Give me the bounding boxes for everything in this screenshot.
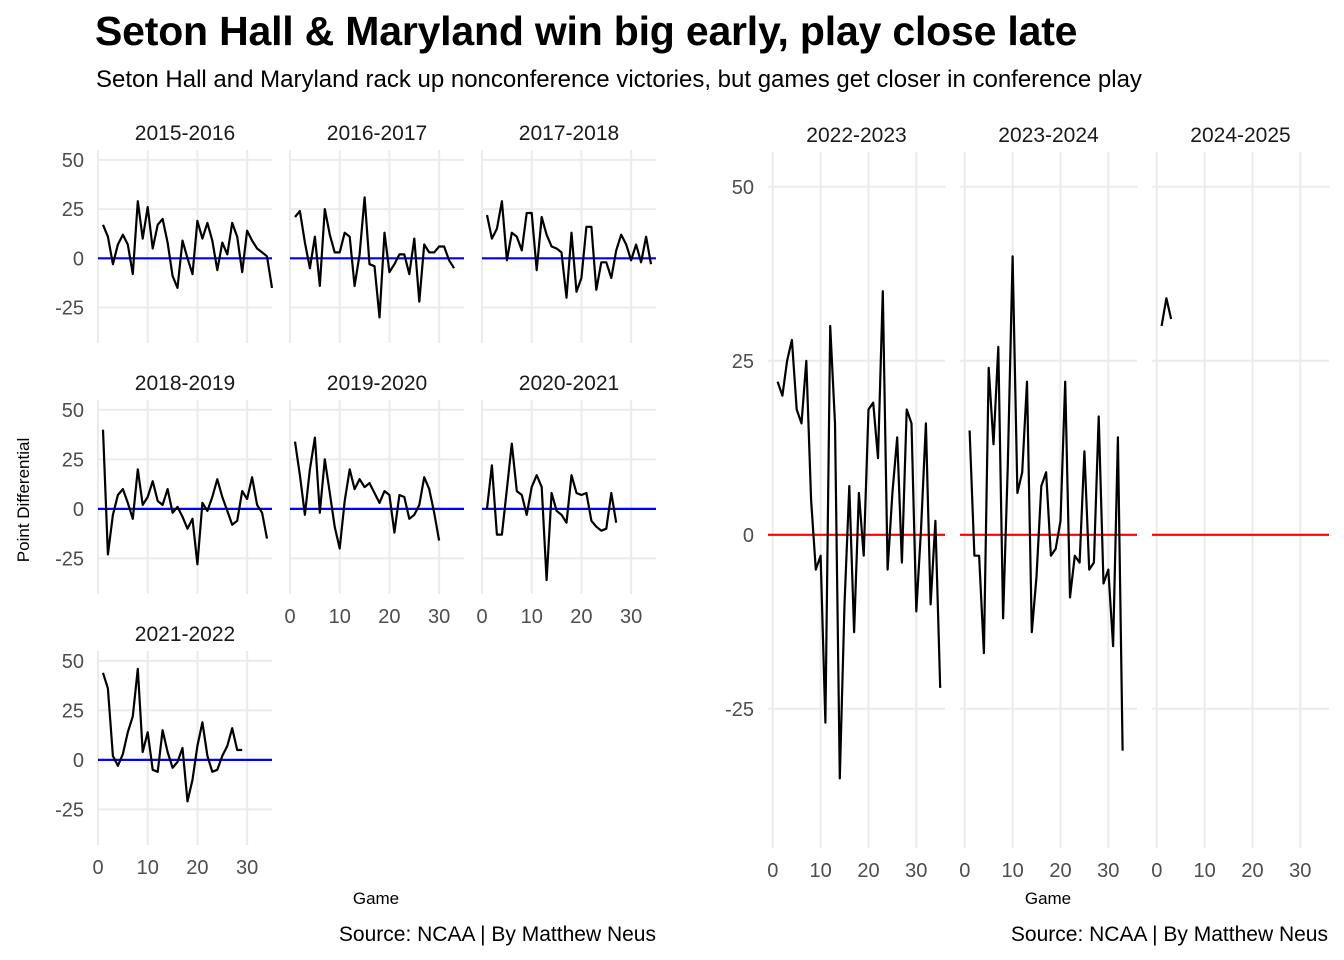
facet-label: 2024-2025: [1190, 124, 1290, 147]
facet-panel-2022-2023: [768, 152, 945, 848]
facet-label: 2021-2022: [135, 623, 235, 646]
x-tick-label: 0: [476, 606, 487, 628]
y-tick-label: 50: [62, 651, 84, 673]
facet-panel-2019-2020: [289, 400, 464, 594]
x-tick-label: 30: [905, 860, 927, 882]
facet-panel-2021-2022: [97, 651, 272, 845]
x-tick-label: 10: [1193, 860, 1215, 882]
series-line-2022-2023: [776, 290, 942, 780]
facet-label: 2017-2018: [519, 122, 619, 145]
y-tick-label: 25: [62, 449, 84, 471]
facet-label: 2019-2020: [327, 372, 427, 395]
series-line-2023-2024: [968, 255, 1124, 751]
x-tick-label: 10: [137, 857, 159, 879]
y-tick-label: 0: [73, 499, 84, 521]
y-tick-label: 25: [732, 351, 754, 373]
x-tick-label: 30: [428, 606, 450, 628]
y-tick-label: -25: [725, 699, 754, 721]
y-tick-label: 25: [62, 700, 84, 722]
x-tick-label: 30: [1289, 860, 1311, 882]
x-tick-label: 20: [857, 860, 879, 882]
series-line-2018-2019: [101, 429, 269, 566]
x-tick-label: 20: [1049, 860, 1071, 882]
facet-label: 2015-2016: [135, 122, 235, 145]
x-tick-label: 0: [959, 860, 970, 882]
facet-label: 2023-2024: [998, 124, 1099, 147]
x-tick-label: 0: [92, 857, 103, 879]
y-tick-label: -25: [55, 298, 84, 320]
x-tick-label: 20: [570, 606, 592, 628]
facet-label: 2018-2019: [135, 372, 235, 395]
facet-label: 2016-2017: [327, 122, 427, 145]
y-tick-label: 50: [732, 177, 754, 199]
source-caption: Source: NCAA | By Matthew Neus: [1011, 923, 1328, 946]
facet-panel-2020-2021: [481, 400, 656, 594]
series-line-2017-2018: [485, 200, 653, 299]
y-tick-label: 25: [62, 199, 84, 221]
y-tick-label: 50: [62, 400, 84, 422]
series-line-2021-2022: [101, 667, 243, 803]
y-tick-label: -25: [55, 548, 84, 570]
x-tick-label: 20: [186, 857, 208, 879]
facet-panel-2015-2016: [97, 150, 274, 343]
x-tick-label: 0: [767, 860, 778, 882]
x-axis-title: Game: [353, 889, 399, 908]
x-tick-label: 10: [329, 606, 351, 628]
y-tick-label: 0: [743, 525, 754, 547]
x-tick-label: 20: [1241, 860, 1263, 882]
y-axis-title: Point Differential: [14, 438, 33, 562]
facet-label: 2022-2023: [806, 124, 906, 147]
y-tick-label: 0: [73, 248, 84, 270]
x-tick-label: 10: [809, 860, 831, 882]
facet-panel-2024-2025: [1152, 152, 1329, 848]
x-tick-label: 10: [521, 606, 543, 628]
series-line-2024-2025: [1160, 297, 1173, 327]
x-tick-label: 30: [1097, 860, 1119, 882]
source-caption: Source: NCAA | By Matthew Neus: [339, 923, 656, 946]
chart-subtitle: Seton Hall and Maryland rack up nonconfe…: [96, 66, 1142, 93]
x-tick-label: 10: [1001, 860, 1023, 882]
series-line-2016-2017: [294, 196, 456, 319]
facet-panel-2016-2017: [289, 150, 464, 343]
x-tick-label: 30: [236, 857, 258, 879]
series-line-2015-2016: [101, 200, 274, 289]
series-line-2019-2020: [293, 436, 441, 550]
y-tick-label: 0: [73, 750, 84, 772]
x-axis-title: Game: [1025, 889, 1071, 908]
y-tick-label: 50: [62, 150, 84, 172]
facet-label: 2020-2021: [519, 372, 619, 395]
x-tick-label: 0: [284, 606, 295, 628]
series-line-2020-2021: [485, 442, 618, 582]
facet-panel-2017-2018: [481, 150, 656, 343]
y-tick-label: -25: [55, 799, 84, 821]
x-tick-label: 0: [1151, 860, 1162, 882]
facet-panel-2023-2024: [960, 152, 1137, 848]
chart-title: Seton Hall & Maryland win big early, pla…: [95, 8, 1078, 54]
x-tick-label: 30: [620, 606, 642, 628]
x-tick-label: 20: [378, 606, 400, 628]
facet-panel-2018-2019: [97, 400, 272, 594]
